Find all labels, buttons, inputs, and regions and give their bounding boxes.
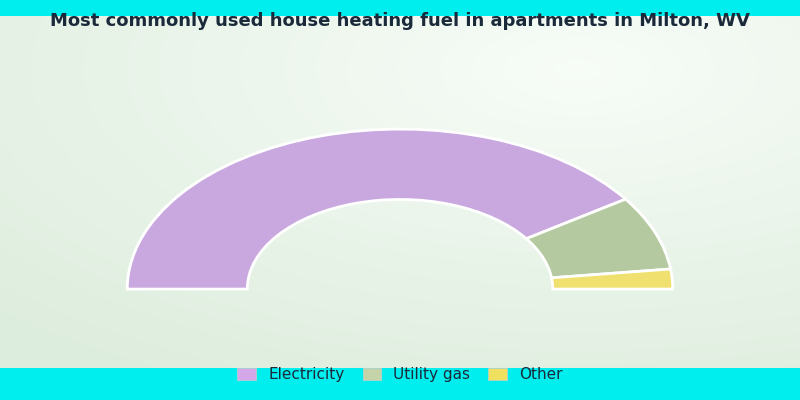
Wedge shape	[551, 269, 673, 289]
Wedge shape	[127, 129, 626, 289]
Text: Most commonly used house heating fuel in apartments in Milton, WV: Most commonly used house heating fuel in…	[50, 12, 750, 30]
Wedge shape	[526, 199, 670, 278]
Legend: Electricity, Utility gas, Other: Electricity, Utility gas, Other	[231, 361, 569, 388]
